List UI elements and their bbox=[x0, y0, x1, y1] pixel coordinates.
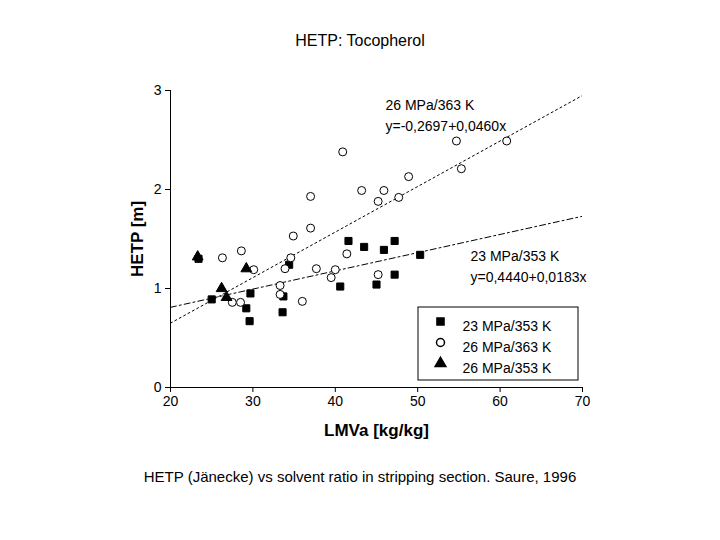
svg-text:2: 2 bbox=[154, 181, 162, 197]
svg-text:60: 60 bbox=[492, 393, 508, 409]
svg-text:40: 40 bbox=[328, 393, 344, 409]
svg-text:30: 30 bbox=[245, 393, 261, 409]
html-text:HETP (Jänecke) vs solvent rati: HETP (Jänecke) vs solvent ratio in strip… bbox=[143, 468, 577, 485]
svg-text:y=0,4440+0,0183x: y=0,4440+0,0183x bbox=[471, 269, 587, 285]
svg-text:50: 50 bbox=[410, 393, 426, 409]
svg-text:1: 1 bbox=[154, 280, 162, 296]
svg-text:23 MPa/353 K: 23 MPa/353 K bbox=[463, 318, 552, 334]
svg-text:HETP [m]: HETP [m] bbox=[128, 201, 147, 277]
svg-text:0: 0 bbox=[154, 379, 162, 395]
html-text:HETP: Tocopherol: HETP: Tocopherol bbox=[295, 32, 425, 49]
svg-text:26 MPa/363 K: 26 MPa/363 K bbox=[463, 339, 552, 355]
svg-text:26 MPa/363 K: 26 MPa/363 K bbox=[386, 97, 475, 113]
svg-text:70: 70 bbox=[575, 393, 591, 409]
svg-text:y=-0,2697+0,0460x: y=-0,2697+0,0460x bbox=[386, 118, 507, 134]
svg-text:3: 3 bbox=[154, 82, 162, 98]
svg-text:20: 20 bbox=[163, 393, 179, 409]
svg-text:26 MPa/353 K: 26 MPa/353 K bbox=[463, 360, 552, 376]
svg-text:LMVa [kg/kg]: LMVa [kg/kg] bbox=[324, 421, 429, 440]
svg-text:23 MPa/353 K: 23 MPa/353 K bbox=[471, 248, 560, 264]
